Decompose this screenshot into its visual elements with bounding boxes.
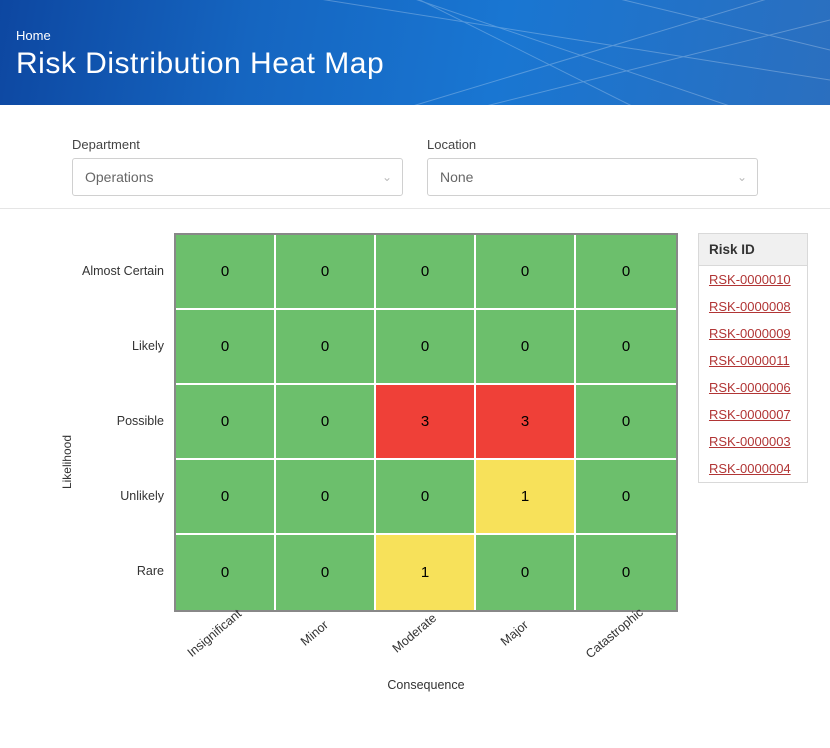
page-header: Home Risk Distribution Heat Map bbox=[0, 0, 830, 105]
heatmap-cell[interactable]: 0 bbox=[476, 310, 576, 385]
heatmap-cell[interactable]: 0 bbox=[576, 535, 676, 610]
risk-id-item: RSK-0000008 bbox=[699, 293, 807, 320]
filter-bar: Department Operations ⌄ Location None ⌄ bbox=[0, 105, 830, 209]
heatmap-cell[interactable]: 0 bbox=[576, 460, 676, 535]
heatmap-cell[interactable]: 0 bbox=[376, 310, 476, 385]
x-axis-labels: InsignificantMinorModerateMajorCatastrop… bbox=[176, 622, 676, 672]
risk-id-item: RSK-0000009 bbox=[699, 320, 807, 347]
x-axis-label: Major bbox=[472, 596, 581, 699]
heatmap-cell[interactable]: 0 bbox=[276, 460, 376, 535]
heatmap-cell[interactable]: 0 bbox=[476, 535, 576, 610]
risk-id-link[interactable]: RSK-0000006 bbox=[709, 380, 791, 395]
heatmap-cell[interactable]: 0 bbox=[576, 385, 676, 460]
heatmap-cell[interactable]: 0 bbox=[276, 235, 376, 310]
risk-id-link[interactable]: RSK-0000003 bbox=[709, 434, 791, 449]
y-axis-label: Possible bbox=[82, 383, 174, 458]
department-filter: Department Operations ⌄ bbox=[72, 137, 403, 196]
heatmap-cell[interactable]: 0 bbox=[376, 460, 476, 535]
heatmap-cell[interactable]: 3 bbox=[376, 385, 476, 460]
y-axis-label: Almost Certain bbox=[82, 233, 174, 308]
heatmap-chart: Likelihood Almost CertainLikelyPossibleU… bbox=[60, 233, 678, 692]
risk-id-panel: Risk ID RSK-0000010 RSK-0000008 RSK-000000… bbox=[698, 233, 808, 483]
heatmap-grid: 0000000000003300001000100 bbox=[174, 233, 678, 612]
heatmap-cell[interactable]: 0 bbox=[176, 535, 276, 610]
risk-id-link[interactable]: RSK-0000008 bbox=[709, 299, 791, 314]
chevron-down-icon: ⌄ bbox=[382, 170, 392, 184]
risk-id-item: RSK-0000011 bbox=[699, 347, 807, 374]
risk-id-item: RSK-0000004 bbox=[699, 455, 807, 482]
y-axis-label: Unlikely bbox=[82, 458, 174, 533]
heatmap-cell[interactable]: 0 bbox=[376, 235, 476, 310]
y-axis-label: Likely bbox=[82, 308, 174, 383]
page-title: Risk Distribution Heat Map bbox=[16, 47, 814, 81]
risk-id-item: RSK-0000006 bbox=[699, 374, 807, 401]
y-axis-label: Rare bbox=[82, 533, 174, 608]
heatmap-cell[interactable]: 0 bbox=[176, 385, 276, 460]
risk-id-item: RSK-0000003 bbox=[699, 428, 807, 455]
risk-id-link[interactable]: RSK-0000011 bbox=[709, 353, 790, 368]
risk-id-item: RSK-0000007 bbox=[699, 401, 807, 428]
heatmap-cell[interactable]: 0 bbox=[576, 310, 676, 385]
breadcrumb: Home bbox=[16, 28, 814, 43]
heatmap-cell[interactable]: 0 bbox=[476, 235, 576, 310]
heatmap-cell[interactable]: 1 bbox=[376, 535, 476, 610]
y-axis-labels: Almost CertainLikelyPossibleUnlikelyRare bbox=[82, 233, 174, 612]
department-label: Department bbox=[72, 137, 403, 152]
risk-id-link[interactable]: RSK-0000009 bbox=[709, 326, 791, 341]
location-filter: Location None ⌄ bbox=[427, 137, 758, 196]
heatmap-cell[interactable]: 0 bbox=[576, 235, 676, 310]
heatmap-cell[interactable]: 0 bbox=[176, 310, 276, 385]
heatmap-cell[interactable]: 3 bbox=[476, 385, 576, 460]
location-select[interactable]: None ⌄ bbox=[427, 158, 758, 196]
x-axis-label: Minor bbox=[272, 596, 381, 699]
location-label: Location bbox=[427, 137, 758, 152]
heatmap-cell[interactable]: 0 bbox=[276, 310, 376, 385]
heatmap-cell[interactable]: 1 bbox=[476, 460, 576, 535]
department-select[interactable]: Operations ⌄ bbox=[72, 158, 403, 196]
risk-id-link[interactable]: RSK-0000004 bbox=[709, 461, 791, 476]
risk-id-link[interactable]: RSK-0000007 bbox=[709, 407, 791, 422]
department-value: Operations bbox=[85, 169, 153, 185]
heatmap-cell[interactable]: 0 bbox=[276, 385, 376, 460]
heatmap-cell[interactable]: 0 bbox=[276, 535, 376, 610]
heatmap-cell[interactable]: 0 bbox=[176, 460, 276, 535]
risk-id-link[interactable]: RSK-0000010 bbox=[709, 272, 791, 287]
x-axis-label: Catastrophic bbox=[572, 596, 681, 699]
risk-id-header: Risk ID bbox=[699, 234, 807, 266]
x-axis-label: Insignificant bbox=[172, 596, 281, 699]
breadcrumb-home-link[interactable]: Home bbox=[16, 28, 51, 43]
chevron-down-icon: ⌄ bbox=[737, 170, 747, 184]
y-axis-title: Likelihood bbox=[60, 435, 74, 489]
heatmap-cell[interactable]: 0 bbox=[176, 235, 276, 310]
location-value: None bbox=[440, 169, 473, 185]
content-area: Likelihood Almost CertainLikelyPossibleU… bbox=[0, 233, 830, 716]
risk-id-item: RSK-0000010 bbox=[699, 266, 807, 293]
